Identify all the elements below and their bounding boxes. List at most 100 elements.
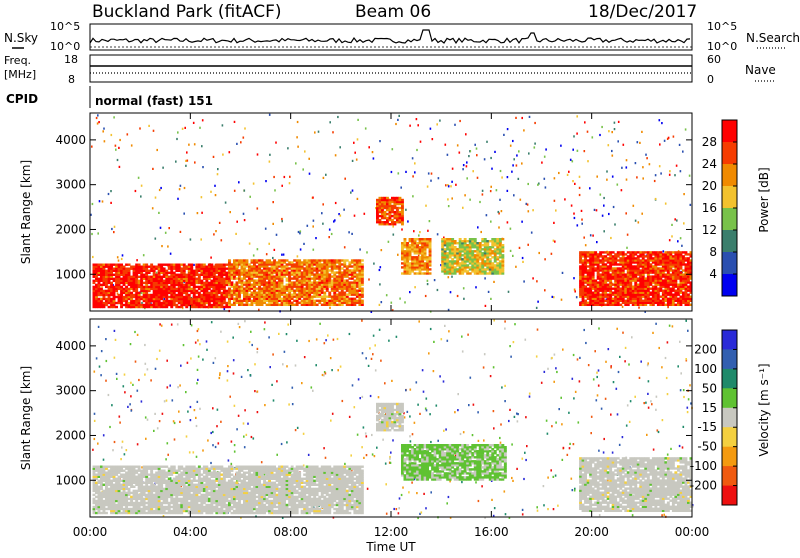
heatmap-cell [490,298,492,300]
heatmap-cell [105,294,108,296]
heatmap-cell [220,331,222,333]
heatmap-cell [622,298,625,300]
heatmap-cell [190,419,192,421]
heatmap-cell [639,259,642,261]
heatmap-cell [329,307,331,309]
heatmap-cell [401,199,404,201]
heatmap-cell [597,271,600,273]
nave-right-tick-top: 60 [707,53,721,66]
heatmap-cell [326,271,329,273]
heatmap-cell [266,253,268,255]
heatmap-cell [113,264,116,266]
heatmap-cell [141,466,143,468]
heatmap-cell [163,268,166,270]
heatmap-cell [657,298,660,300]
site-title: Buckland Park (fitACF) [92,2,282,22]
heatmap-cell [504,400,506,402]
heatmap-cell [459,152,461,154]
heatmap-cell [143,304,146,306]
heatmap-cell [556,371,558,373]
heatmap-cell [233,271,236,273]
heatmap-cell [197,339,199,341]
heatmap-cell [228,306,231,308]
heatmap-cell [341,271,344,273]
heatmap-cell [602,271,605,273]
heatmap-cell [604,304,607,306]
heatmap-cell [248,294,251,296]
heatmap-cell [346,298,349,300]
heatmap-cell [176,138,178,140]
heatmap-cell [334,219,336,221]
heatmap-cell [687,294,690,296]
heatmap-cell [105,298,108,300]
heatmap-cell [188,270,191,272]
heatmap-cell [190,238,192,240]
heatmap-cell [323,259,326,261]
heatmap-cell [115,149,117,151]
heatmap-cell [269,366,271,368]
heatmap-cell [602,215,604,217]
heatmap-cell [652,265,655,267]
heatmap-cell [682,259,685,261]
heatmap-cell [664,273,667,275]
heatmap-cell [356,284,359,286]
heatmap-cell [165,282,168,284]
heatmap-cell [494,272,497,274]
heatmap-cell [205,266,208,268]
heatmap-cell [138,264,141,266]
heatmap-cell [489,258,492,260]
heatmap-cell [682,298,685,300]
heatmap-cell [619,304,622,306]
heatmap-cell [672,251,675,253]
heatmap-cell [150,270,153,272]
heatmap-cell [346,265,349,267]
heatmap-cell [321,212,323,214]
heatmap-cell [253,279,256,281]
heatmap-cell [358,294,361,296]
heatmap-cell [314,131,316,133]
heatmap-cell [103,302,106,304]
heatmap-cell [276,261,279,263]
heatmap-cell [323,298,326,300]
heatmap-cell [325,339,327,341]
heatmap-cell [627,251,630,253]
heatmap-cell [145,363,147,365]
heatmap-cell [243,288,246,290]
heatmap-cell [291,284,294,286]
heatmap-cell [335,154,337,156]
heatmap-cell [113,231,115,233]
heatmap-cell [376,199,379,201]
heatmap-cell [439,120,441,122]
heatmap-cell [321,271,324,273]
heatmap-cell [225,202,227,204]
heatmap-cell [394,221,397,223]
heatmap-cell [97,443,99,445]
heatmap-cell [253,259,256,261]
heatmap-cell [140,270,143,272]
heatmap-cell [426,256,429,258]
heatmap-cell [220,282,223,284]
heatmap-cell [523,280,525,282]
heatmap-cell [472,434,474,436]
heatmap-cell [404,260,407,262]
heatmap-cell [138,276,141,278]
heatmap-cell [406,248,409,250]
heatmap-cell [486,260,489,262]
heatmap-cell [155,294,158,296]
heatmap-cell [248,263,251,265]
beam-title: Beam 06 [355,2,431,22]
heatmap-cell [659,251,662,253]
heatmap-cell [243,137,245,139]
heatmap-cell [652,251,655,253]
heatmap-cell [601,408,603,410]
heatmap-cell [481,260,484,262]
heatmap-cell [332,131,334,133]
heatmap-cell [639,298,642,300]
heatmap-cell [500,423,502,425]
heatmap-cell [240,141,242,143]
heatmap-cell [496,272,499,274]
heatmap-cell [404,301,406,303]
heatmap-cell [626,247,628,249]
heatmap-cell [244,219,246,221]
heatmap-cell [160,264,163,266]
